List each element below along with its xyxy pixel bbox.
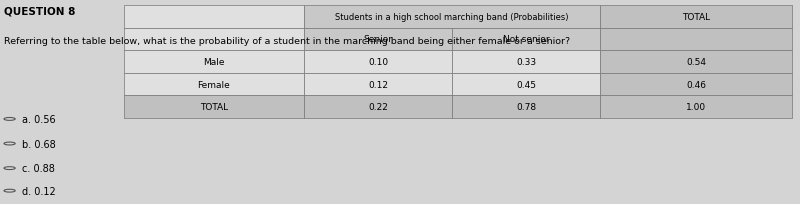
Bar [304, 96, 452, 118]
Bar [600, 73, 792, 96]
Text: TOTAL: TOTAL [682, 13, 710, 22]
Text: c. 0.88: c. 0.88 [22, 163, 54, 173]
Bar [452, 73, 600, 96]
Bar [452, 29, 600, 51]
Text: 0.33: 0.33 [516, 58, 536, 67]
Text: Female: Female [198, 80, 230, 89]
Text: a. 0.56: a. 0.56 [22, 114, 55, 124]
Text: QUESTION 8: QUESTION 8 [4, 6, 75, 16]
Text: Senior: Senior [363, 35, 393, 44]
Text: d. 0.12: d. 0.12 [22, 186, 55, 196]
Text: 0.46: 0.46 [686, 80, 706, 89]
Bar [124, 96, 304, 118]
Circle shape [4, 167, 15, 170]
Text: 0.22: 0.22 [368, 103, 388, 112]
Circle shape [4, 189, 15, 192]
Bar [304, 51, 452, 73]
Text: 0.78: 0.78 [516, 103, 536, 112]
Bar [600, 29, 792, 51]
Bar [304, 29, 452, 51]
Text: Not senior: Not senior [502, 35, 550, 44]
Bar [304, 6, 600, 29]
Bar [452, 96, 600, 118]
Bar [304, 73, 452, 96]
Text: Referring to the table below, what is the probability of a student in the marchi: Referring to the table below, what is th… [4, 37, 570, 46]
Bar [600, 6, 792, 29]
Text: TOTAL: TOTAL [200, 103, 228, 112]
Text: 0.54: 0.54 [686, 58, 706, 67]
Bar [124, 29, 304, 51]
Text: b. 0.68: b. 0.68 [22, 139, 55, 149]
Bar [452, 51, 600, 73]
Bar [124, 73, 304, 96]
Text: 0.12: 0.12 [368, 80, 388, 89]
Text: Male: Male [203, 58, 225, 67]
Bar [600, 96, 792, 118]
Text: 1.00: 1.00 [686, 103, 706, 112]
Text: 0.45: 0.45 [516, 80, 536, 89]
Text: 0.10: 0.10 [368, 58, 388, 67]
Circle shape [4, 142, 15, 145]
Bar [124, 6, 304, 29]
Text: Students in a high school marching band (Probabilities): Students in a high school marching band … [335, 13, 569, 22]
Circle shape [4, 118, 15, 121]
Bar [124, 51, 304, 73]
Bar [600, 51, 792, 73]
